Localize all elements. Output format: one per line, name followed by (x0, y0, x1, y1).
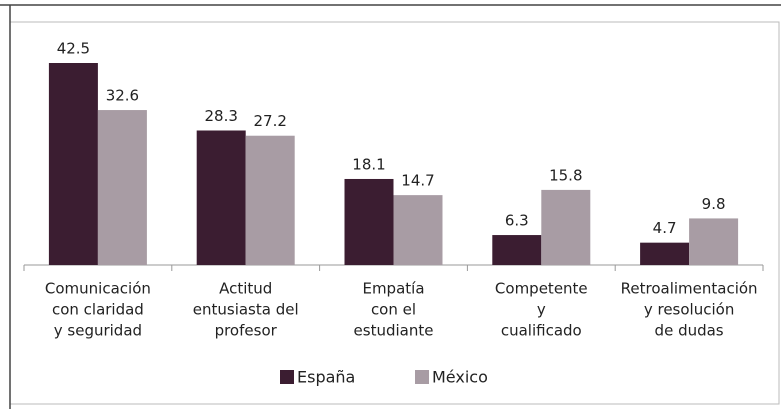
legend-label: España (297, 368, 355, 387)
legend-swatch (415, 370, 429, 384)
data-label: 4.7 (653, 219, 677, 237)
bar (640, 242, 690, 265)
bar (344, 178, 394, 265)
bar (196, 130, 246, 265)
data-label: 32.6 (106, 87, 139, 105)
x-tick-label: estudiante (354, 322, 434, 340)
x-tick-label: Empatía (362, 280, 424, 298)
x-tick-label: entusiasta del (193, 301, 299, 319)
data-label: 18.1 (352, 155, 385, 173)
data-label: 15.8 (549, 166, 582, 184)
bar (393, 195, 443, 265)
legend-label: México (432, 368, 488, 387)
data-label: 14.7 (401, 172, 434, 190)
data-label: 27.2 (253, 112, 286, 130)
legend-swatch (280, 370, 294, 384)
x-tick-label: Competente (495, 280, 588, 298)
bar (97, 110, 147, 266)
bar (245, 135, 295, 265)
data-label: 6.3 (505, 212, 529, 230)
x-tick-label: y resolución (644, 301, 734, 319)
bar (48, 63, 98, 265)
bar (492, 235, 542, 265)
x-tick-label: con el (371, 301, 416, 319)
x-tick-label: Actitud (219, 280, 272, 298)
x-tick-label: cualificado (501, 322, 582, 340)
x-tick-label: y seguridad (54, 322, 142, 340)
bar (689, 218, 739, 265)
data-label: 28.3 (204, 107, 237, 125)
x-tick-label: y (537, 301, 546, 319)
x-tick-label: de dudas (655, 322, 724, 340)
data-label: 9.8 (702, 195, 726, 213)
x-tick-label: Comunicación (45, 280, 151, 298)
data-label: 42.5 (57, 40, 90, 58)
bar (541, 189, 591, 265)
x-tick-label: Retroalimentación (621, 280, 758, 298)
x-tick-label: con claridad (52, 301, 144, 319)
x-tick-label: profesor (215, 322, 278, 340)
